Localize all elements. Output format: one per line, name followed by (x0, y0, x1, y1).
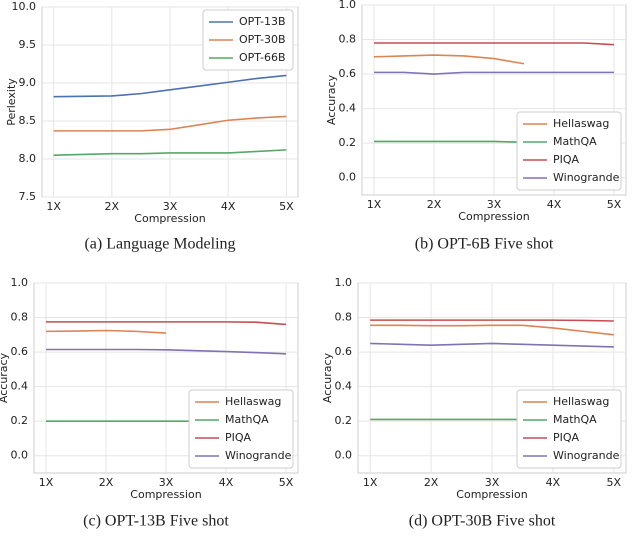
y-tick-label: 9.5 (19, 38, 37, 51)
x-tick-label: 3X (159, 476, 174, 489)
legend-label: Winogrande (225, 449, 292, 462)
y-tick-label: 1.0 (11, 276, 29, 289)
y-tick-label: 0.6 (335, 345, 353, 358)
y-axis-label: Accuracy (321, 352, 334, 403)
line (370, 319, 614, 322)
line (370, 324, 614, 336)
legend-label: PIQA (225, 431, 252, 444)
caption: (b) OPT-6B Five shot (415, 236, 554, 253)
caption: (d) OPT-30B Five shot (409, 513, 556, 530)
line (53, 115, 287, 132)
line (374, 71, 614, 75)
legend-label: PIQA (553, 153, 580, 166)
x-tick-label: 4X (221, 200, 236, 213)
y-tick-label: 1.0 (339, 0, 357, 11)
x-axis-label: Compression (458, 210, 529, 223)
x-tick-label: 4X (547, 198, 562, 211)
line (370, 342, 614, 348)
x-tick-label: 1X (363, 476, 378, 489)
x-tick-label: 1X (39, 476, 54, 489)
line (45, 329, 167, 334)
line (46, 348, 287, 355)
y-tick-label: 0.8 (335, 311, 353, 324)
x-tick-label: 5X (279, 476, 294, 489)
x-tick-label: 4X (219, 476, 234, 489)
legend-label: Hellaswag (553, 117, 609, 130)
y-axis-label: Accuracy (0, 352, 10, 403)
line (46, 321, 287, 326)
x-tick-label: 1X (46, 200, 61, 213)
y-tick-label: 0.6 (339, 67, 357, 80)
y-tick-label: 10.0 (12, 0, 37, 13)
line (373, 54, 525, 65)
x-tick-label: 5X (607, 476, 622, 489)
x-tick-label: 5X (607, 198, 622, 211)
legend (516, 389, 622, 469)
legend (202, 9, 294, 71)
legend-label: OPT-30B (239, 33, 286, 46)
x-axis-label: Compression (134, 212, 205, 225)
line (53, 74, 287, 98)
x-tick-label: 4X (546, 476, 561, 489)
y-tick-label: 0.4 (335, 380, 353, 393)
legend-label: Winogrande (553, 171, 620, 184)
y-tick-label: 0.8 (11, 311, 29, 324)
y-tick-label: 9.0 (19, 76, 37, 89)
y-tick-label: 0.0 (11, 449, 29, 462)
y-axis-label: Perlexity (5, 78, 18, 126)
y-tick-label: 0.2 (339, 136, 357, 149)
x-tick-label: 3X (487, 198, 502, 211)
legend-label: OPT-66B (239, 51, 286, 64)
y-tick-label: 0.0 (339, 171, 357, 184)
legend-label: MathQA (553, 413, 597, 426)
x-axis-label: Compression (456, 488, 527, 501)
y-tick-label: 7.5 (19, 190, 37, 203)
x-tick-label: 2X (105, 200, 120, 213)
legend-label: MathQA (553, 135, 597, 148)
y-tick-label: 8.5 (19, 114, 37, 127)
x-tick-label: 2X (427, 198, 442, 211)
y-tick-label: 0.8 (339, 33, 357, 46)
x-tick-label: 3X (163, 200, 178, 213)
line (374, 42, 615, 46)
y-tick-label: 0.4 (339, 102, 357, 115)
line (53, 149, 287, 156)
y-tick-label: 8.0 (19, 152, 37, 165)
y-tick-label: 1.0 (335, 276, 353, 289)
x-tick-label: 2X (99, 476, 114, 489)
y-tick-label: 0.2 (335, 414, 353, 427)
legend-label: Hellaswag (553, 395, 609, 408)
caption: (a) Language Modeling (84, 236, 235, 253)
legend-label: MathQA (225, 413, 269, 426)
legend-label: PIQA (553, 431, 580, 444)
y-tick-label: 0.6 (11, 345, 29, 358)
x-axis-label: Compression (130, 488, 201, 501)
x-tick-label: 3X (485, 476, 500, 489)
legend-label: Hellaswag (225, 395, 281, 408)
x-tick-label: 1X (367, 198, 382, 211)
y-tick-label: 0.2 (11, 414, 29, 427)
caption: (c) OPT-13B Five shot (83, 513, 229, 530)
y-tick-label: 0.0 (335, 449, 353, 462)
y-axis-label: Accuracy (325, 74, 338, 125)
legend-label: OPT-13B (239, 15, 286, 28)
legend (516, 111, 622, 191)
y-tick-label: 0.4 (11, 380, 29, 393)
legend-label: Winogrande (553, 449, 620, 462)
x-tick-label: 5X (279, 200, 294, 213)
x-tick-label: 2X (424, 476, 439, 489)
legend (188, 389, 294, 469)
